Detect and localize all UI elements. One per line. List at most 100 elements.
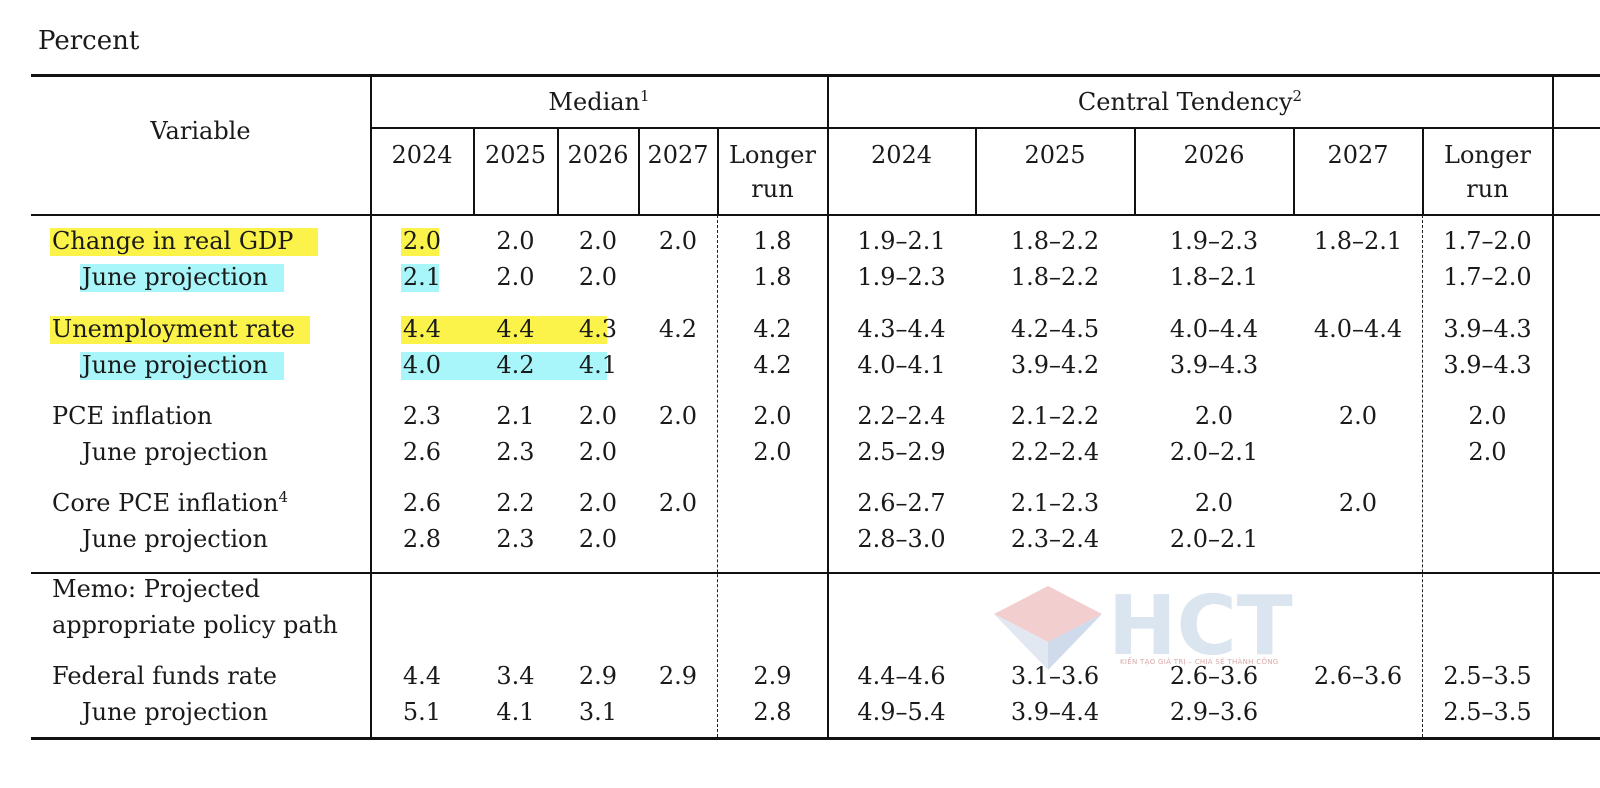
longer-run-header-line2: run [751,175,794,203]
central-tendency-value: 1.9–2.3 [857,263,946,291]
central-tendency-value: 2.0 [1468,402,1507,430]
label-highlight [50,316,310,344]
june-projection-label: June projection [82,437,268,467]
year-header-2024: 2024 [391,141,453,169]
row-label-text: PCE inflation [52,402,213,430]
header-divider [717,128,719,215]
central-tendency-value: 2.6–3.6 [1313,662,1403,690]
header-divider [557,128,559,215]
central-tendency-value: 1.9–2.3 [1169,227,1259,255]
median-value: 2.9 [753,662,792,690]
central-tendency-value: 2.5–3.5 [1443,698,1532,726]
hct-watermark-logo: HCT [994,584,1293,674]
median-value: 2.1 [402,263,442,291]
median-value: 2.0 [578,227,618,255]
value-highlight [401,316,607,344]
central-tendency-value: 1.9–2.1 [857,227,946,255]
median-value: 2.2 [496,489,535,517]
central-header-text: Central Tendency [1077,88,1293,116]
median-value: 2.0 [578,438,618,466]
central-tendency-value: 2.0–2.1 [1169,525,1259,553]
median-value: 4.4 [402,662,442,690]
median-value: 2.9 [578,662,618,690]
median-value: 2.0 [578,525,618,553]
median-value: 2.0 [753,438,792,466]
longer-run-dashed-separator [717,215,718,737]
central-tendency-value: 1.8–2.1 [1313,227,1403,255]
central-tendency-value: 1.8–2.2 [1010,263,1100,291]
longer-run-header-line2: run [1466,175,1509,203]
central-tendency-value: 3.1–3.6 [1010,662,1100,690]
june-projection-label: June projection [82,524,268,554]
central-tendency-value: 4.0–4.4 [1169,315,1259,343]
row-label-text: Core PCE inflation [52,489,279,517]
median-value: 2.3 [496,438,535,466]
median-value: 4.2 [753,351,792,379]
median-value: 2.0 [658,489,698,517]
median-value: 4.3 [578,315,618,343]
central-tendency-value: 3.9–4.3 [1443,351,1532,379]
year-header-2027: 2027 [1327,141,1389,169]
central-tendency-value: 4.3–4.4 [857,315,946,343]
central-tendency-value: 2.5–2.9 [857,438,946,466]
central-tendency-value: 3.9–4.2 [1010,351,1100,379]
median-value: 4.2 [753,315,792,343]
median-value: 2.1 [496,402,535,430]
median-value: 4.2 [496,351,535,379]
central-tendency-value: 1.8–2.1 [1169,263,1259,291]
header-divider [1134,128,1136,215]
label-highlight [80,264,284,292]
median-value: 3.4 [496,662,535,690]
header-bottom-rule [31,214,1600,216]
year-header-2027: 2027 [647,141,709,169]
variable-label: Unemployment rate [52,314,295,344]
header-divider [1293,128,1295,215]
median-value: 2.0 [578,402,618,430]
median-value: 5.1 [402,698,442,726]
central-footnote: 2 [1292,87,1303,105]
central-tendency-value: 4.9–5.4 [857,698,946,726]
year-header-2026: 2026 [1183,141,1245,169]
median-value: 2.9 [658,662,698,690]
central-tendency-value: 2.0 [1338,489,1378,517]
header-divider [1422,128,1424,215]
median-value: 2.0 [402,227,442,255]
median-value: 2.6 [402,489,442,517]
year-header-2025: 2025 [1024,141,1086,169]
median-value: 4.4 [496,315,535,343]
year-header-2025: 2025 [484,141,547,169]
median-value: 3.1 [578,698,618,726]
median-value: 2.0 [496,227,535,255]
central-tendency-value: 1.7–2.0 [1443,263,1532,291]
header-divider [638,128,640,215]
memo-rule [31,572,1600,574]
variable-label: PCE inflation [52,401,212,431]
central-tendency-value: 2.2–2.4 [1010,438,1100,466]
central-tendency-value: 2.3–2.4 [1010,525,1100,553]
central-tendency-header: Central Tendency2 [828,85,1552,116]
median-value: 2.0 [578,489,618,517]
median-value: 2.8 [402,525,442,553]
row-label-text: June projection [82,263,268,291]
central-tendency-value: 2.9–3.6 [1169,698,1259,726]
median-value: 4.4 [402,315,442,343]
june-projection-label: June projection [82,262,268,292]
central-tendency-value: 1.7–2.0 [1443,227,1532,255]
central-tendency-value: 2.1–2.2 [1010,402,1100,430]
central-tendency-value: 2.0 [1338,402,1378,430]
median-value: 4.1 [578,351,618,379]
right-edge-divider [1552,75,1554,738]
median-footnote: 1 [640,87,650,105]
median-value: 2.0 [658,227,698,255]
value-highlight [401,352,607,380]
bottom-rule [31,737,1600,740]
central-tendency-value: 4.4–4.6 [857,662,946,690]
watermark-tagline: KIẾN TẠO GIÁ TRỊ – CHIA SẺ THÀNH CÔNG [1120,658,1279,666]
central-tendency-value: 2.6–3.6 [1169,662,1259,690]
central-tendency-value: 2.0 [1194,402,1234,430]
median-value: 2.0 [753,402,792,430]
header-divider [975,128,977,215]
central-tendency-value: 3.9–4.4 [1010,698,1100,726]
central-tendency-value: 4.2–4.5 [1010,315,1100,343]
